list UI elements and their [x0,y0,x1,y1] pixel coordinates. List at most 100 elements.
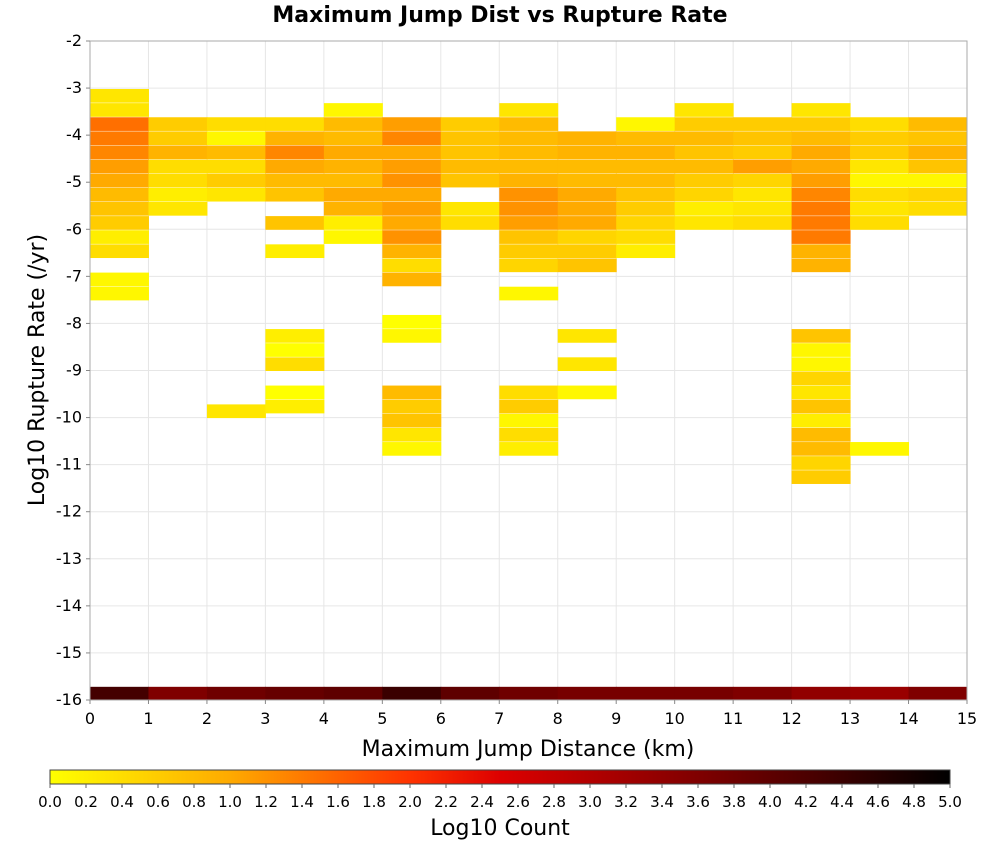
heatmap-cell [557,187,617,202]
heatmap-cell [733,216,793,230]
heatmap-cell [850,145,910,160]
heatmap-cell [674,187,734,202]
heatmap-cell [850,131,910,146]
heatmap-cell [440,216,500,230]
heatmap-cell [440,131,500,146]
x-axis-label: Maximum Jump Distance (km) [362,737,695,762]
heatmap-cell [382,399,442,414]
colorbar-tick-label: 1.8 [362,793,386,811]
heatmap-cell [908,686,968,701]
heatmap-cell [733,686,793,701]
colorbar-tick-label: 0.6 [146,793,170,811]
y-tick-label: -3 [66,78,82,97]
x-tick-label: 4 [319,709,329,728]
heatmap-cell [499,201,559,216]
heatmap-cell [791,343,851,357]
x-tick-label: 13 [840,709,860,728]
heatmap-cell [90,286,149,301]
heatmap-cell [499,145,559,160]
heatmap-cell [791,427,851,442]
heatmap-cell [733,159,793,174]
heatmap-cell [499,258,559,273]
heatmap-cell [382,230,442,244]
heatmap-cell [382,314,442,329]
heatmap-cell [850,117,910,131]
heatmap-cell [499,159,559,174]
colorbar-tick-label: 4.0 [758,793,782,811]
heatmap-cell [616,159,676,174]
y-tick-label: -11 [56,455,82,474]
heatmap-cell [791,329,851,343]
x-tick-label: 2 [202,709,212,728]
x-tick-label: 1 [143,709,153,728]
heatmap-cell [908,145,968,160]
heatmap-cell [557,686,617,701]
x-tick-label: 5 [377,709,387,728]
heatmap-cell [557,385,617,400]
heatmap-cell [265,244,325,259]
heatmap-cell [674,103,734,117]
heatmap-cell [557,131,617,146]
colorbar-tick-label: 3.2 [614,793,638,811]
heatmap-cell [323,187,383,202]
heatmap-cell [206,173,266,188]
colorbar-tick-label: 3.6 [686,793,710,811]
heatmap-cell [499,413,559,428]
heatmap-cell [90,230,149,244]
heatmap-cell [323,145,383,160]
heatmap-cell [674,131,734,146]
heatmap-cell [148,145,208,160]
x-tick-label: 12 [781,709,801,728]
heatmap-cell [908,187,968,202]
y-tick-label: -5 [66,172,82,191]
heatmap-cell [265,385,325,400]
heatmap-cell [382,427,442,442]
heatmap-cell [850,216,910,230]
x-axis-ticks: 0 1 2 3 4 5 6 7 8 9 10 11 12 13 14 15 [85,700,977,728]
heatmap-cell [265,399,325,414]
heatmap-cell [499,385,559,400]
colorbar-tick-label: 0.4 [110,793,134,811]
heatmap-cell [148,686,208,701]
heatmap-cell [616,216,676,230]
heatmap-cell [791,216,851,230]
heatmap-cell [791,103,851,117]
x-tick-label: 10 [664,709,684,728]
heatmap-cell [908,173,968,188]
y-axis-label: Log10 Rupture Rate (/yr) [25,234,50,506]
colorbar-label: Log10 Count [430,816,570,841]
colorbar-tick-label: 0.2 [74,793,98,811]
heatmap-cell [850,201,910,216]
heatmap-cell [499,173,559,188]
heatmap-cell [850,442,910,456]
x-tick-label: 11 [723,709,743,728]
y-tick-label: -13 [56,549,82,568]
heatmap-cell [382,131,442,146]
y-tick-label: -2 [66,31,82,50]
heatmap-cell [90,686,149,701]
heatmap-cell [616,145,676,160]
heatmap-cell [908,159,968,174]
heatmap-cell [440,686,500,701]
heatmap-cell [499,286,559,301]
colorbar-tick-label: 2.6 [506,793,530,811]
heatmap-cell [674,686,734,701]
colorbar-tick-label: 1.2 [254,793,278,811]
y-tick-label: -10 [56,408,82,427]
heatmap-cell [791,413,851,428]
x-tick-label: 6 [436,709,446,728]
heatmap-cell [616,201,676,216]
heatmap-cell [265,173,325,188]
heatmap-cell [90,103,149,117]
heatmap-cell [440,173,500,188]
y-tick-label: -16 [56,690,82,709]
heatmap-cell [791,173,851,188]
heatmap-cell [616,173,676,188]
heatmap-cell [440,117,500,131]
heatmap-cell [850,686,910,701]
heatmap-cell [791,686,851,701]
heatmap-cell [90,173,149,188]
heatmap-cell [791,117,851,131]
heatmap-cell [791,385,851,400]
